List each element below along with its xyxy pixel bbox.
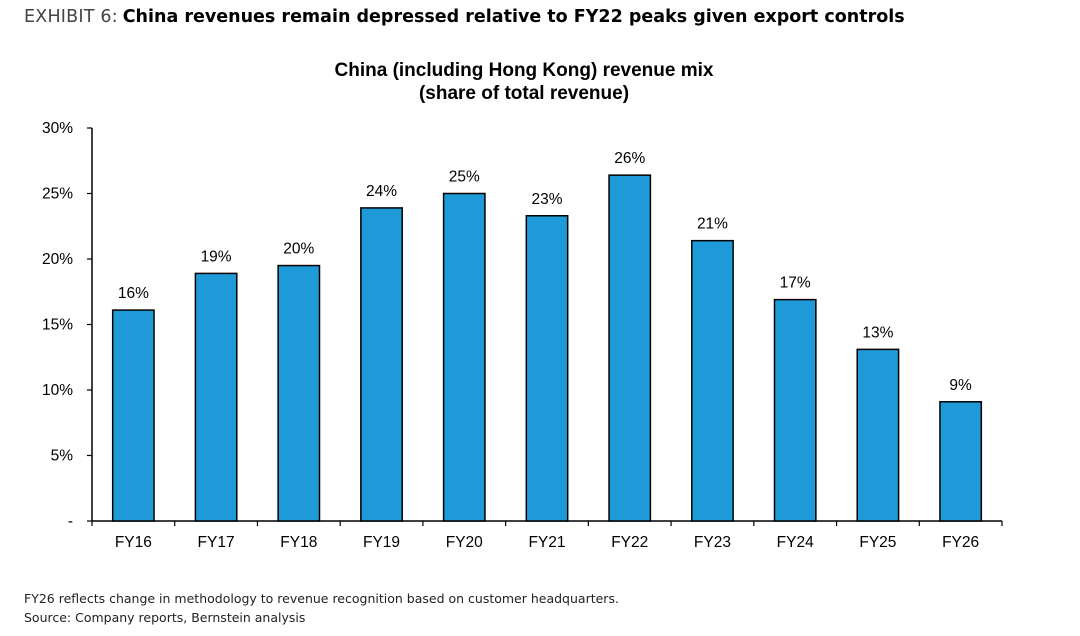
x-tick-label: FY16: [115, 534, 152, 551]
bar-data-label: 16%: [118, 285, 149, 302]
x-tick-label: FY21: [528, 534, 565, 551]
bar-data-label: 25%: [449, 169, 480, 186]
bar: [194, 272, 238, 522]
footnotes: FY26 reflects change in methodology to r…: [24, 589, 619, 627]
exhibit-header: EXHIBIT 6: China revenues remain depress…: [24, 6, 905, 27]
bar-data-label: 13%: [862, 324, 893, 341]
x-tick-label: FY20: [446, 534, 483, 551]
bar-data-label: 23%: [531, 191, 562, 208]
y-tick-label: 20%: [42, 251, 73, 268]
x-tick-label: FY23: [694, 534, 731, 551]
methodology-note: FY26 reflects change in methodology to r…: [24, 591, 619, 606]
bar-data-label: 20%: [283, 241, 314, 258]
source-note: Source: Company reports, Bernstein analy…: [24, 610, 306, 625]
plot-area: - 5% 10% 15% 20% 25% 30% 16% FY16 19% FY17 20% FY18 2…: [42, 120, 1003, 551]
x-tick-label: FY25: [859, 534, 896, 551]
bar: [773, 298, 817, 522]
bar: [360, 207, 403, 522]
exhibit-title: China revenues remain depressed relative…: [122, 7, 905, 27]
x-tick-label: FY26: [942, 534, 979, 551]
x-tick-label: FY19: [363, 534, 400, 551]
bar-data-label: 19%: [201, 248, 232, 265]
exhibit-label: EXHIBIT 6:: [24, 7, 118, 27]
bar-data-label: 9%: [949, 377, 972, 394]
x-tick-label: FY18: [280, 534, 317, 551]
bar-chart: China (including Hong Kong) revenue mix …: [42, 60, 1003, 551]
bar: [856, 348, 900, 522]
x-tick-label: FY24: [777, 534, 814, 551]
bar-data-label: 17%: [780, 275, 811, 292]
y-tick-label: 5%: [51, 448, 74, 465]
x-tick-label: FY22: [611, 534, 648, 551]
y-tick-label: 30%: [42, 120, 73, 137]
y-tick-label: 25%: [42, 186, 73, 203]
bar: [111, 309, 155, 522]
chart-subtitle: (share of total revenue): [419, 83, 629, 104]
bar-data-label: 21%: [697, 216, 728, 233]
bar-data-label: 26%: [614, 150, 645, 167]
y-tick-label: -: [68, 513, 73, 530]
x-tick-label: FY17: [198, 534, 235, 551]
bar: [442, 192, 486, 522]
bar: [525, 215, 569, 522]
bar: [608, 174, 652, 522]
bar: [939, 401, 983, 522]
y-tick-label: 15%: [42, 317, 73, 334]
chart-title: China (including Hong Kong) revenue mix: [335, 60, 714, 81]
bar: [691, 239, 734, 522]
y-tick-label: 10%: [42, 382, 73, 399]
bar: [277, 264, 321, 522]
bar-data-label: 24%: [366, 183, 397, 200]
